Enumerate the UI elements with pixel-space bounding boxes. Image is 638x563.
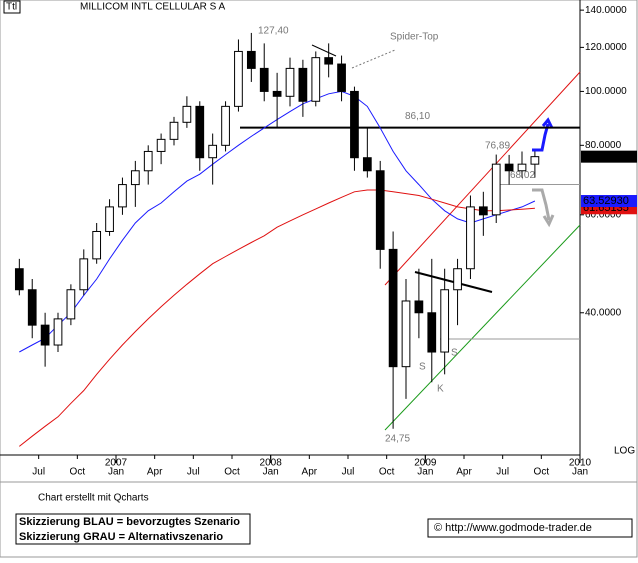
candle-body xyxy=(414,300,424,314)
y-tick-label: 40.0000 xyxy=(585,307,622,318)
candle-body xyxy=(156,138,166,152)
price-last-label-box xyxy=(581,150,637,163)
x-tick-label: Oct xyxy=(70,467,86,478)
x-tick-label: Oct xyxy=(534,467,550,478)
candle-body xyxy=(118,184,127,208)
candle-body xyxy=(466,206,475,270)
candle-body xyxy=(234,50,243,107)
candle-body xyxy=(14,268,24,291)
ma-last-label-box xyxy=(581,195,637,208)
legend-blue: Skizzierung BLAU = bevorzugtes Szenario xyxy=(19,516,240,528)
annotation: S xyxy=(451,348,458,359)
candle-body xyxy=(66,289,76,320)
x-tick-label: Oct xyxy=(224,467,240,478)
x-tick-label: Apr xyxy=(456,467,472,478)
candle-body xyxy=(195,105,205,159)
year-label: 2008 xyxy=(260,458,283,469)
candle-body xyxy=(337,63,346,92)
candle-body xyxy=(208,144,218,159)
x-tick-label: Jul xyxy=(342,467,355,478)
y-tick-label: 120.0000 xyxy=(585,42,627,53)
candle-body xyxy=(27,289,37,326)
moving-average xyxy=(18,189,535,447)
candle-body xyxy=(53,318,63,346)
channel-line xyxy=(384,71,581,286)
legend-box xyxy=(15,513,251,545)
candle-body xyxy=(298,67,308,102)
candle-body xyxy=(272,90,282,97)
gray-arrow xyxy=(542,214,555,228)
candle-body xyxy=(285,67,295,97)
candle-body xyxy=(79,258,89,291)
legend-gray: Skizzierung GRAU = Alternativszenario xyxy=(19,531,223,543)
candle-body xyxy=(169,121,179,140)
x-tick-label: Jul xyxy=(32,467,45,478)
candle-body xyxy=(221,105,230,146)
candle-body xyxy=(478,206,488,216)
source-box xyxy=(427,518,633,538)
x-tick-label: Jan xyxy=(263,467,279,478)
candle-body xyxy=(92,230,102,260)
x-tick-label: Jan xyxy=(572,467,588,478)
ticker: Ttl xyxy=(6,2,17,13)
candle-body xyxy=(440,289,450,353)
y-tick-label: 60.0000 xyxy=(585,209,622,220)
level-label: 86,10 xyxy=(405,111,430,122)
candle-body xyxy=(40,324,50,346)
candle-body xyxy=(427,312,437,353)
candle-body xyxy=(362,157,372,172)
spider-top-line xyxy=(311,44,337,57)
y-tick-label: 80.0000 xyxy=(585,140,622,151)
candle-body xyxy=(491,163,501,216)
year-label: 2007 xyxy=(105,458,128,469)
candle-body xyxy=(388,248,398,368)
blue-scenario xyxy=(532,123,550,152)
candle-body xyxy=(504,163,514,172)
candle-body xyxy=(324,57,334,65)
candle-body xyxy=(517,163,527,172)
candle-body xyxy=(182,105,192,123)
annotation: Spider-Top xyxy=(390,32,439,43)
price-last-label: 76.3330 xyxy=(583,151,623,163)
level-label: 68,02 xyxy=(510,170,535,181)
log-label: LOG xyxy=(614,446,635,457)
candle-body xyxy=(350,90,359,159)
annotation: 76,89 xyxy=(485,141,510,152)
x-tick-label: Jan xyxy=(417,467,433,478)
x-tick-label: Apr xyxy=(147,467,163,478)
candle-body xyxy=(401,300,411,368)
annotation: K xyxy=(437,384,444,395)
x-tick-label: Jul xyxy=(187,467,200,478)
candle-body xyxy=(143,150,153,172)
y-tick-label: 140.0000 xyxy=(585,5,627,16)
ma-last-label: 63.52930 xyxy=(583,195,629,207)
annotation: 127,40 xyxy=(258,26,289,37)
y-tick-label: 100.0000 xyxy=(585,86,627,97)
candle-body xyxy=(259,67,269,92)
candle-body xyxy=(311,57,321,102)
candle-body xyxy=(453,268,462,291)
annotation: S xyxy=(419,362,426,373)
candle-body xyxy=(105,206,114,232)
candle-body xyxy=(130,170,140,186)
chart-title: MILLICOM INTL CELLULAR S A xyxy=(80,2,226,13)
blue-arrow xyxy=(541,117,554,129)
candle-body xyxy=(246,50,256,69)
support-line xyxy=(384,224,581,431)
annotation: 24,75 xyxy=(385,434,410,445)
ticker-box xyxy=(3,0,21,14)
x-tick-label: Jan xyxy=(108,467,124,478)
x-tick-label: Apr xyxy=(302,467,318,478)
credit: Chart erstellt mit Qcharts xyxy=(38,493,149,504)
x-tick-label: Oct xyxy=(379,467,395,478)
x-tick-label: Jul xyxy=(496,467,509,478)
candle-body xyxy=(530,156,540,165)
candle-body xyxy=(375,170,385,250)
source: © http://www.godmode-trader.de xyxy=(434,522,592,534)
year-label: 2009 xyxy=(414,458,437,469)
year-label: 2010 xyxy=(569,458,592,469)
gray-scenario xyxy=(532,188,551,221)
